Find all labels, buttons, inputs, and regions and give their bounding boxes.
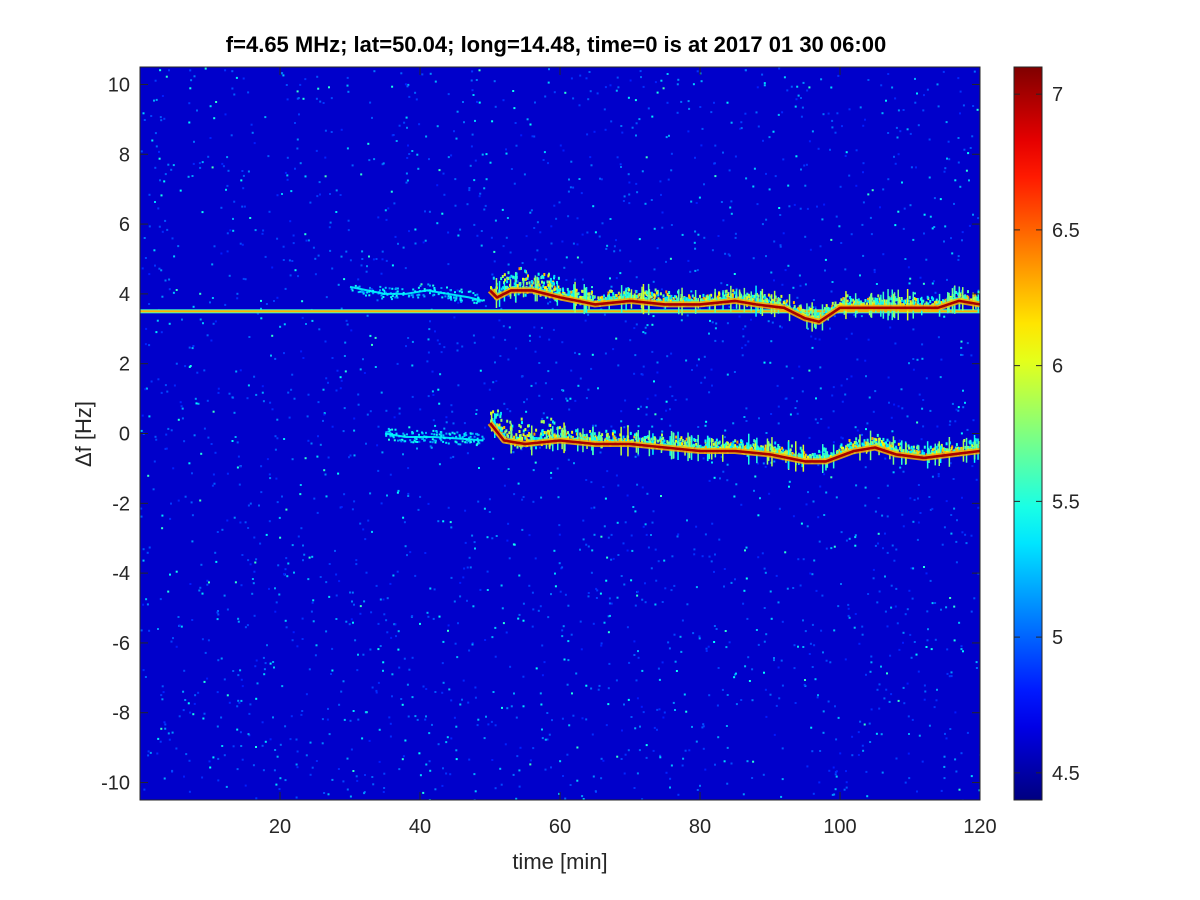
noise-speckle: [140, 67, 980, 800]
x-axis-label: time [min]: [512, 849, 607, 874]
y-tick-label: -4: [112, 563, 130, 585]
x-tick-label: 100: [823, 816, 856, 838]
spectrogram-background: [140, 67, 980, 800]
colorbar-gradient: [1013, 66, 1043, 801]
feature-faint-trace-1: [349, 283, 485, 305]
colorbar: 4.5 5 5.5 6 6.5 7: [1013, 66, 1080, 801]
feature-doppler-trace-4: [487, 409, 980, 473]
colorbar-tick-label: 6.5: [1052, 220, 1080, 242]
y-tick-label: 10: [108, 74, 130, 96]
y-tick-label: 8: [119, 144, 130, 166]
x-tick-label: 120: [963, 816, 996, 838]
feature-faint-trace-3: [384, 427, 485, 447]
colorbar-tick-label: 5: [1052, 627, 1063, 649]
y-tick-label: 4: [119, 284, 130, 306]
y-tick-label: 0: [119, 424, 130, 446]
y-tick-label: -8: [112, 703, 130, 725]
y-tick-label: -10: [101, 773, 130, 795]
x-tick-label: 20: [269, 816, 291, 838]
plot-area: [140, 67, 980, 800]
y-tick-label: -2: [112, 493, 130, 515]
x-tick-label: 40: [409, 816, 431, 838]
y-axis-label: Δf [Hz]: [71, 401, 96, 467]
feature-steady-line-0: [140, 309, 980, 314]
feature-doppler-trace-2: [487, 266, 980, 332]
y-tick-label: 6: [119, 214, 130, 236]
y-tick-label: -6: [112, 633, 130, 655]
chart-title: f=4.65 MHz; lat=50.04; long=14.48, time=…: [226, 32, 886, 57]
colorbar-tick-label: 7: [1052, 84, 1063, 106]
y-tick-label: 2: [119, 354, 130, 376]
colorbar-tick-label: 5.5: [1052, 491, 1080, 513]
x-tick-label: 60: [549, 816, 571, 838]
colorbar-tick-label: 4.5: [1052, 763, 1080, 785]
colorbar-tick-label: 6: [1052, 356, 1063, 378]
x-tick-label: 80: [689, 816, 711, 838]
